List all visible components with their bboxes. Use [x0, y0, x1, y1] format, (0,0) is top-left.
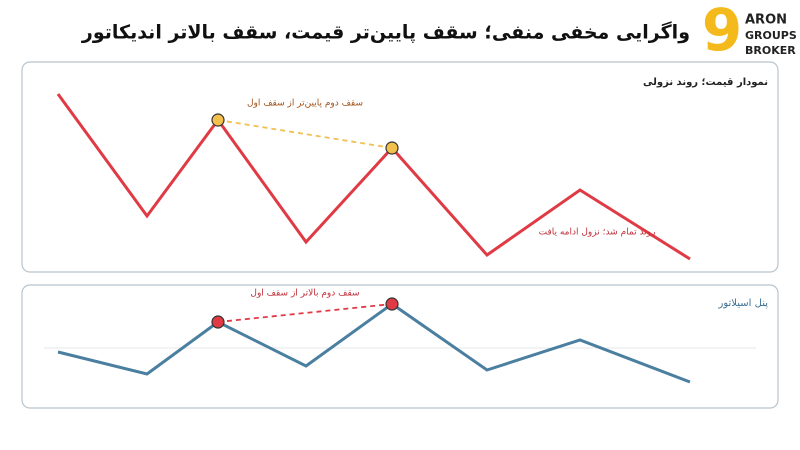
peak-marker [211, 113, 225, 127]
peak-marker [385, 141, 399, 155]
logo: 9 ARON GROUPS BROKER [702, 0, 797, 64]
dashed-connector [217, 119, 393, 149]
panel-label: نمودار قیمت؛ روند نزولی [643, 77, 768, 88]
dashed-connector [217, 303, 393, 323]
title: واگرایی مخفی منفی؛ سقف پایین‌تر قیمت، سق… [81, 21, 690, 44]
oscillator-line [57, 302, 691, 384]
logo-text: BROKER [745, 44, 796, 57]
logo-text: GROUPS [745, 29, 797, 42]
price-panel [21, 61, 779, 273]
annotation: سقف دوم بالاتر از سقف اول [250, 289, 359, 299]
logo-text: ARON [745, 13, 787, 28]
peak-marker [211, 315, 225, 329]
annotation: روند تمام شد؛ نزول ادامه یافت [539, 228, 656, 238]
logo-mark: 9 [702, 0, 742, 64]
price-line [56, 93, 691, 261]
peak-marker [385, 297, 399, 311]
annotation: سقف دوم پایین‌تر از سقف اول [247, 99, 363, 109]
oscillator-panel [21, 284, 779, 409]
panel-label: پنل اسیلاتور [718, 298, 769, 309]
